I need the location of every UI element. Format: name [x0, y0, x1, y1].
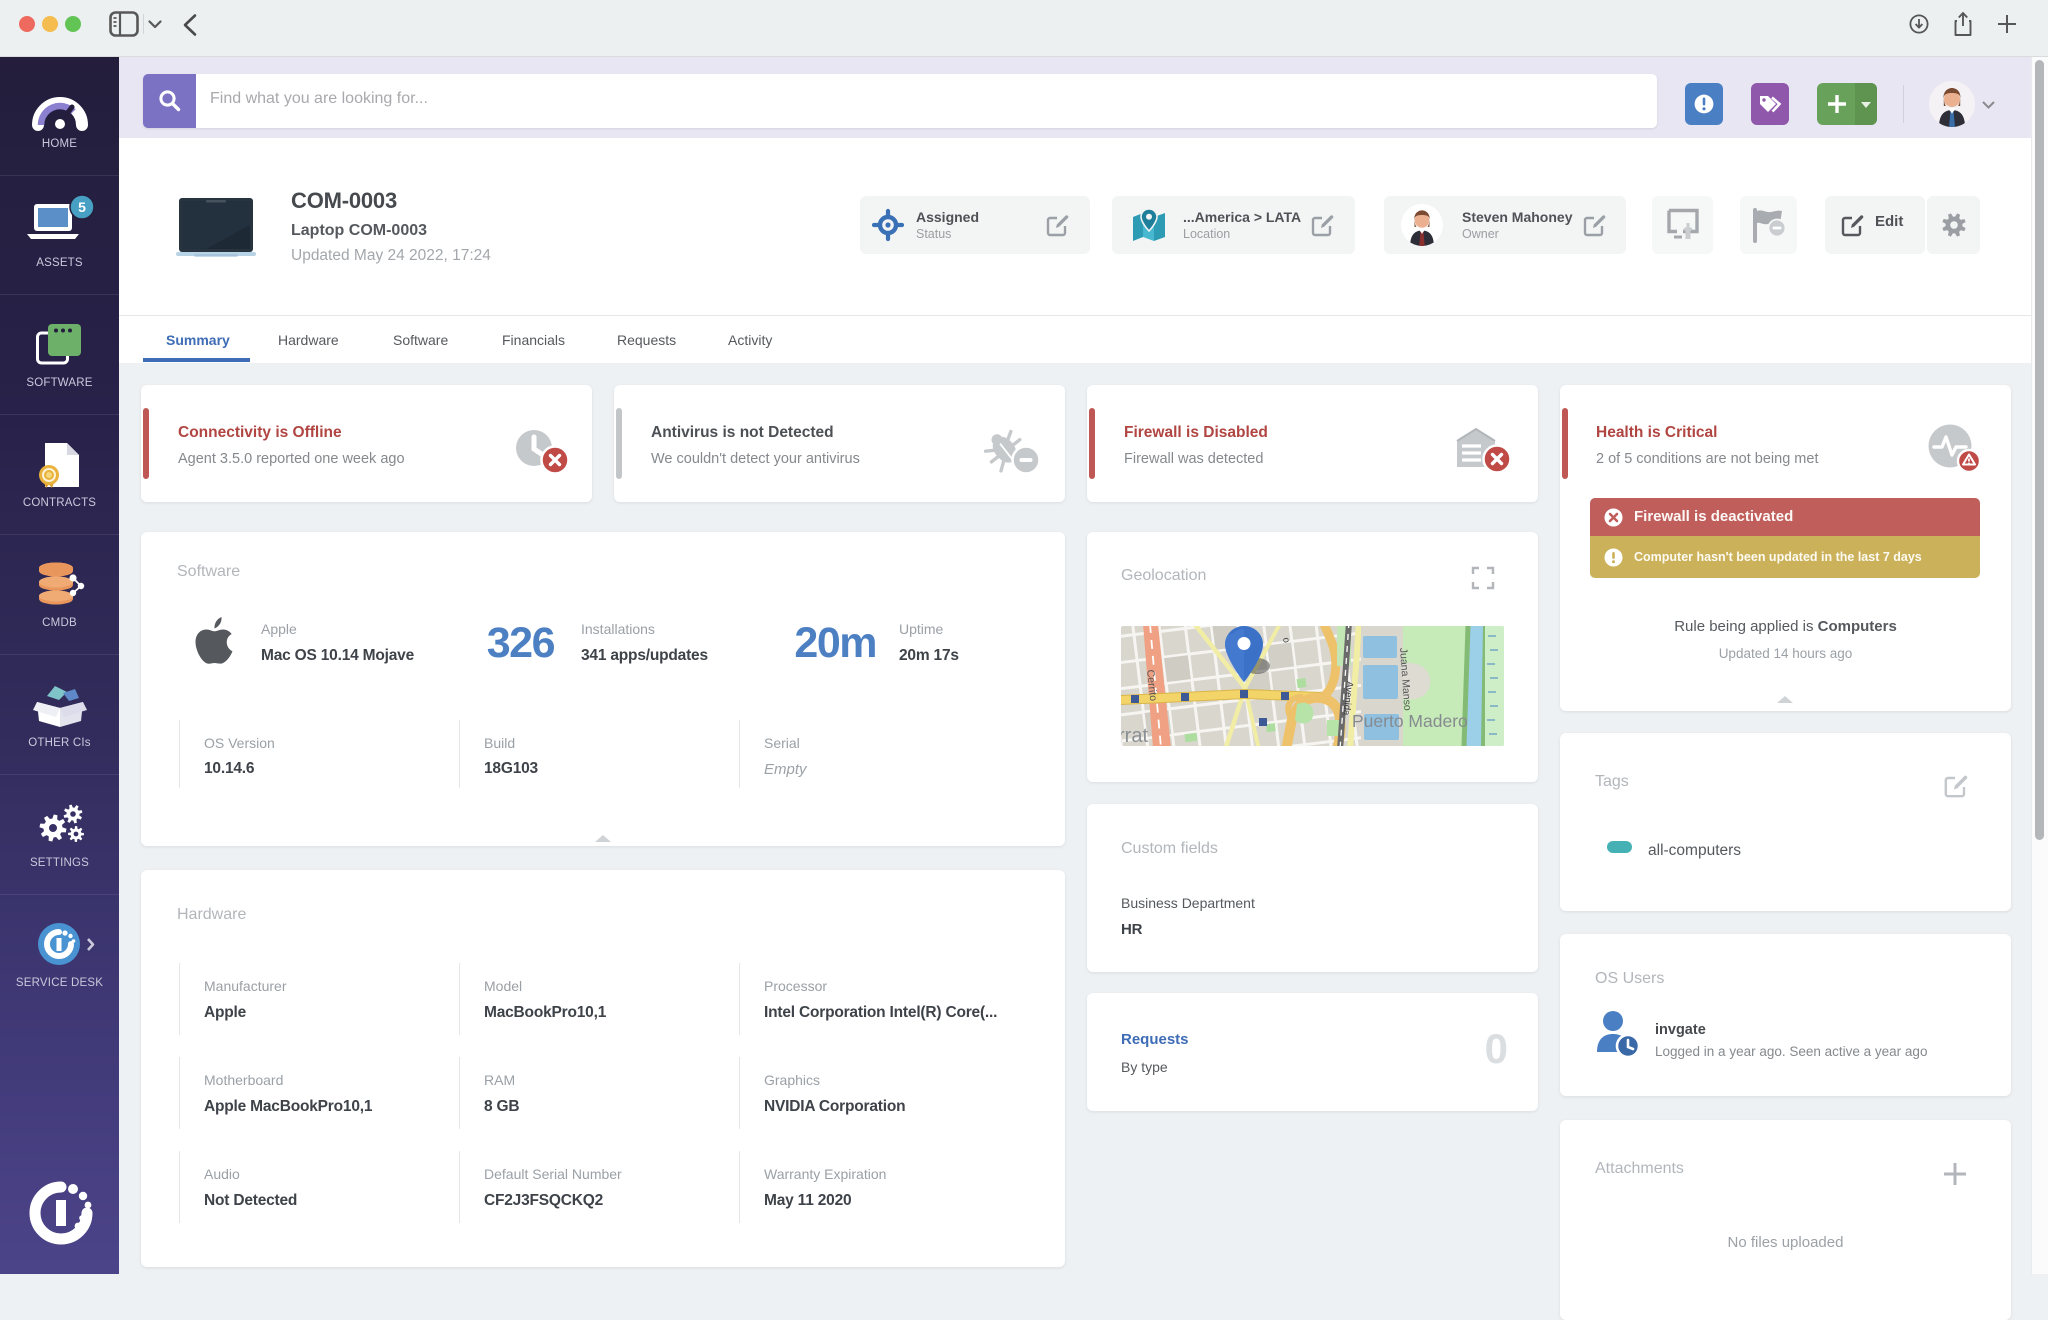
svg-text:rrat: rrat	[1121, 725, 1148, 746]
svg-text:5: 5	[78, 199, 86, 215]
svg-text:Juana Manso: Juana Manso	[1397, 647, 1413, 711]
svg-text:Puerto Madero: Puerto Madero	[1352, 711, 1468, 731]
svg-text:o: o	[1280, 637, 1292, 644]
svg-text:Avenida: Avenida	[1340, 681, 1355, 717]
svg-text:Cerrito: Cerrito	[1144, 669, 1159, 702]
